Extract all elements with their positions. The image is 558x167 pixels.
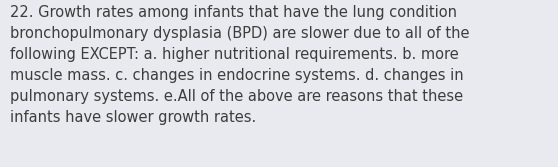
Text: 22. Growth rates among infants that have the lung condition
bronchopulmonary dys: 22. Growth rates among infants that have… <box>10 5 469 125</box>
